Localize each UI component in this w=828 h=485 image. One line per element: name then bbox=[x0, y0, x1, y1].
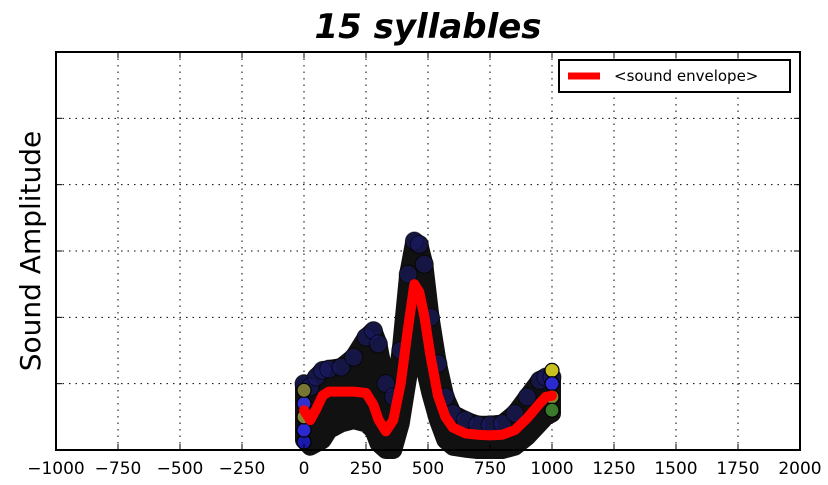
edge-marker bbox=[544, 362, 560, 378]
envelope-point bbox=[384, 430, 387, 433]
envelope-point bbox=[476, 433, 479, 436]
envelope-point bbox=[423, 315, 426, 318]
envelope-point bbox=[464, 432, 467, 435]
legend-box bbox=[558, 59, 791, 93]
sound-envelope-line bbox=[299, 279, 557, 441]
x-tick-label: 1500 bbox=[654, 459, 697, 479]
x-tick-label: 250 bbox=[350, 459, 382, 479]
envelope-point bbox=[451, 426, 454, 429]
envelope-point bbox=[303, 409, 305, 412]
x-tick-label: 750 bbox=[474, 459, 506, 479]
envelope-point bbox=[352, 390, 355, 393]
scatter-point bbox=[505, 404, 525, 424]
y-axis-ticks bbox=[56, 51, 800, 451]
scatter-point bbox=[414, 254, 434, 274]
envelope-point bbox=[544, 395, 547, 398]
x-tick-label: 1750 bbox=[716, 459, 759, 479]
x-tick-label: 1250 bbox=[592, 459, 635, 479]
envelope-point bbox=[327, 390, 330, 393]
envelope-point bbox=[501, 433, 504, 436]
legend-label: <sound envelope> bbox=[614, 67, 758, 85]
envelope-point bbox=[392, 419, 395, 422]
envelope-point bbox=[444, 415, 447, 418]
envelope-point bbox=[513, 429, 516, 432]
envelope-point bbox=[372, 403, 375, 406]
envelope-point bbox=[365, 391, 367, 394]
x-tick-label: 1000 bbox=[530, 459, 573, 479]
envelope-point bbox=[407, 326, 410, 329]
scatter-point bbox=[398, 264, 418, 284]
legend: <sound envelope> bbox=[558, 59, 791, 93]
x-tick-label: −1000 bbox=[27, 459, 85, 479]
edge-marker bbox=[544, 376, 560, 392]
envelope-point bbox=[429, 354, 432, 357]
y-axis-label: Sound Amplitude bbox=[14, 131, 47, 372]
envelope-point bbox=[526, 417, 529, 420]
envelope-point bbox=[377, 418, 380, 421]
scatter-point bbox=[409, 234, 429, 254]
edge-marker bbox=[296, 382, 312, 398]
scatter-point bbox=[331, 357, 351, 377]
scatter-point bbox=[368, 334, 388, 354]
scatter-point bbox=[517, 387, 537, 407]
edge-marker bbox=[544, 402, 560, 418]
chart-title: 15 syllables bbox=[314, 7, 541, 47]
x-axis-ticks: −1000 −750 −500 −250 0 250 500 750 1000 1250 1500 1… bbox=[27, 52, 822, 479]
envelope-point bbox=[418, 291, 421, 294]
envelope-point bbox=[399, 382, 402, 385]
envelope-point bbox=[340, 390, 343, 393]
envelope-point bbox=[315, 407, 318, 410]
envelope-point bbox=[309, 419, 312, 422]
edge-marker bbox=[296, 422, 312, 438]
envelope-point bbox=[413, 283, 416, 286]
x-tick-label: 0 bbox=[299, 459, 310, 479]
envelope-point bbox=[489, 434, 491, 437]
series-layer bbox=[299, 279, 557, 441]
x-tick-label: 2000 bbox=[778, 459, 821, 479]
envelope-point bbox=[551, 394, 553, 397]
scatter-point bbox=[344, 347, 364, 367]
envelope-point bbox=[538, 402, 541, 405]
x-tick-label: −250 bbox=[219, 459, 266, 479]
x-tick-label: 500 bbox=[412, 459, 444, 479]
envelope-point bbox=[436, 394, 439, 397]
envelope-point bbox=[321, 394, 324, 397]
x-tick-label: −500 bbox=[157, 459, 204, 479]
x-tick-label: −750 bbox=[95, 459, 142, 479]
